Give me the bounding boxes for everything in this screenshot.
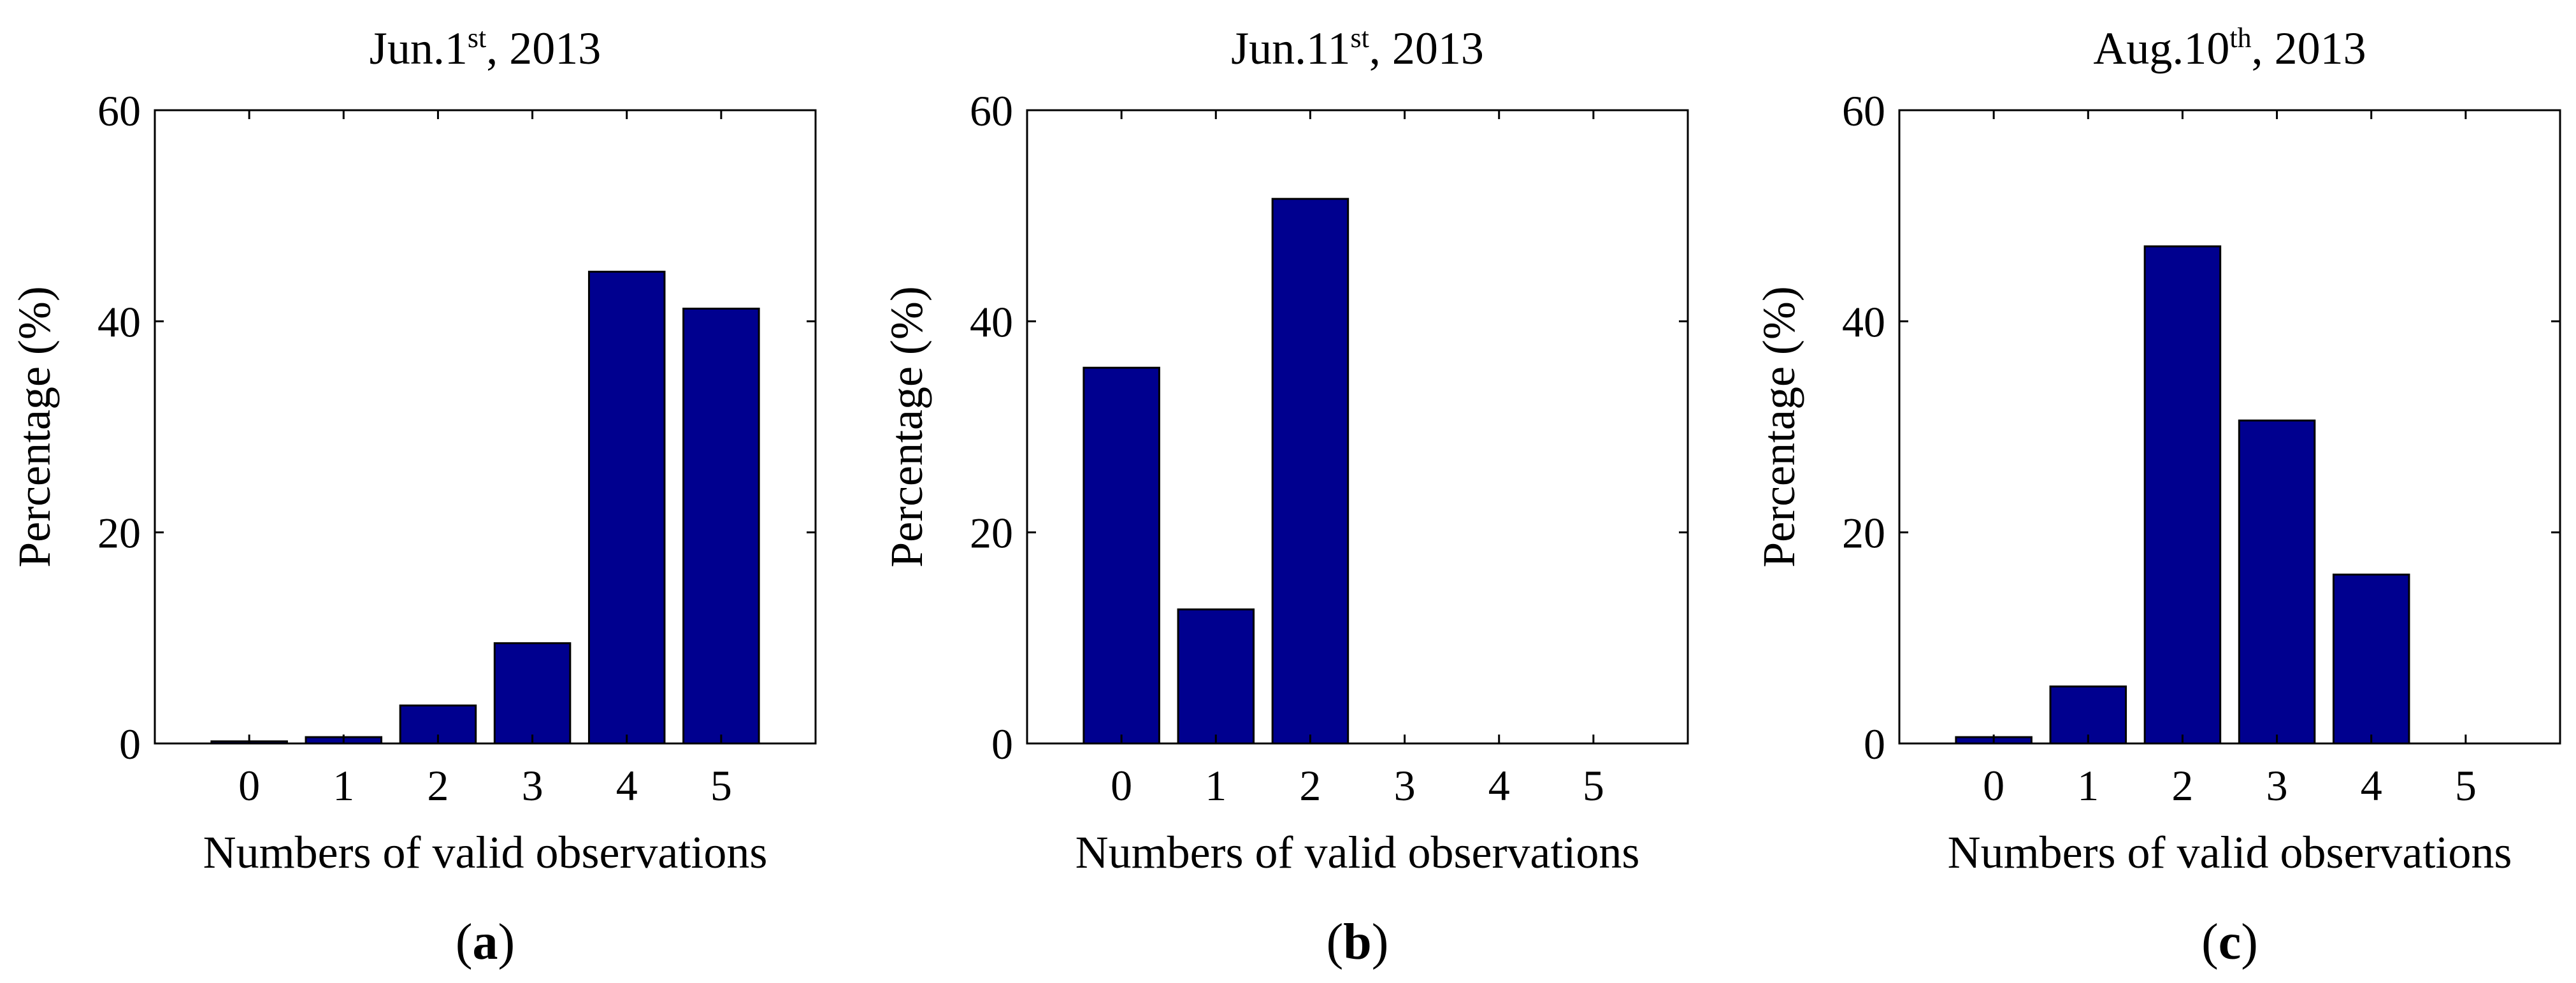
x-tick-label: 5 — [710, 761, 732, 810]
y-tick-label: 20 — [97, 509, 141, 557]
x-tick-label: 5 — [1583, 761, 1604, 810]
x-tick-label: 3 — [2266, 761, 2288, 810]
x-tick-label: 0 — [1983, 761, 2004, 810]
chart-panel-2: Aug.10th, 2013 0 20 40 60 0 1 2 3 4 5 Numbers of va… — [1753, 22, 2561, 970]
x-tick-label: 4 — [1488, 761, 1510, 810]
chart-panel-1: Jun.11st, 2013 0 20 40 60 0 1 2 3 4 5 Numbers of va… — [881, 22, 1689, 970]
x-tick-label: 1 — [333, 761, 354, 810]
bar-0 — [1083, 366, 1160, 745]
x-tick-label: 2 — [427, 761, 449, 810]
y-tick-label: 0 — [1864, 720, 1885, 768]
bar-2 — [1271, 197, 1349, 745]
y-axis-label: Percentage (%) — [881, 286, 932, 568]
x-tick-label: 4 — [616, 761, 638, 810]
chart-title: Jun.1st, 2013 — [370, 22, 601, 74]
y-tick-label: 0 — [119, 720, 141, 768]
chart-title: Aug.10th, 2013 — [2093, 22, 2366, 74]
y-tick-label: 60 — [1842, 87, 1885, 135]
x-axis-label: Numbers of valid observations — [1076, 827, 1640, 878]
bar-5 — [682, 307, 760, 745]
y-axis-label: Percentage (%) — [1753, 286, 1804, 568]
x-axis-label: Numbers of valid observations — [203, 827, 768, 878]
y-tick-label: 60 — [97, 87, 141, 135]
x-tick-label: 1 — [1205, 761, 1227, 810]
panel-label: (a) — [456, 914, 515, 970]
bar-4 — [2332, 573, 2410, 745]
y-tick-label: 60 — [970, 87, 1013, 135]
bar-4 — [587, 270, 666, 745]
x-tick-label: 1 — [2077, 761, 2099, 810]
x-tick-label: 0 — [1111, 761, 1132, 810]
plot-frame — [1026, 109, 1689, 745]
x-tick-label: 5 — [2455, 761, 2477, 810]
y-tick-label: 40 — [1842, 298, 1885, 346]
x-axis-label: Numbers of valid observations — [1948, 827, 2512, 878]
y-tick-label: 40 — [97, 298, 141, 346]
x-tick-label: 2 — [2171, 761, 2193, 810]
bar-3 — [493, 642, 572, 745]
plot-frame — [1898, 109, 2561, 745]
bar-1 — [1177, 608, 1255, 745]
x-tick-label: 2 — [1299, 761, 1321, 810]
panel-label: (b) — [1327, 914, 1389, 970]
bar-2 — [2143, 245, 2222, 745]
y-axis-label: Percentage (%) — [9, 286, 60, 568]
y-tick-label: 20 — [1842, 509, 1885, 557]
x-tick-label: 3 — [1394, 761, 1416, 810]
x-tick-label: 0 — [238, 761, 260, 810]
plot-frame — [154, 109, 817, 745]
y-tick-label: 0 — [991, 720, 1013, 768]
chart-panel-0: Jun.1st, 2013 0 20 40 60 0 1 2 3 4 5 Numbers of val… — [9, 22, 817, 970]
chart-title: Jun.11st, 2013 — [1231, 22, 1484, 74]
panel-label: (c) — [2201, 914, 2258, 970]
y-tick-label: 40 — [970, 298, 1013, 346]
x-tick-label: 3 — [522, 761, 543, 810]
x-tick-label: 4 — [2361, 761, 2382, 810]
bar-3 — [2238, 419, 2316, 745]
y-tick-label: 20 — [970, 509, 1013, 557]
